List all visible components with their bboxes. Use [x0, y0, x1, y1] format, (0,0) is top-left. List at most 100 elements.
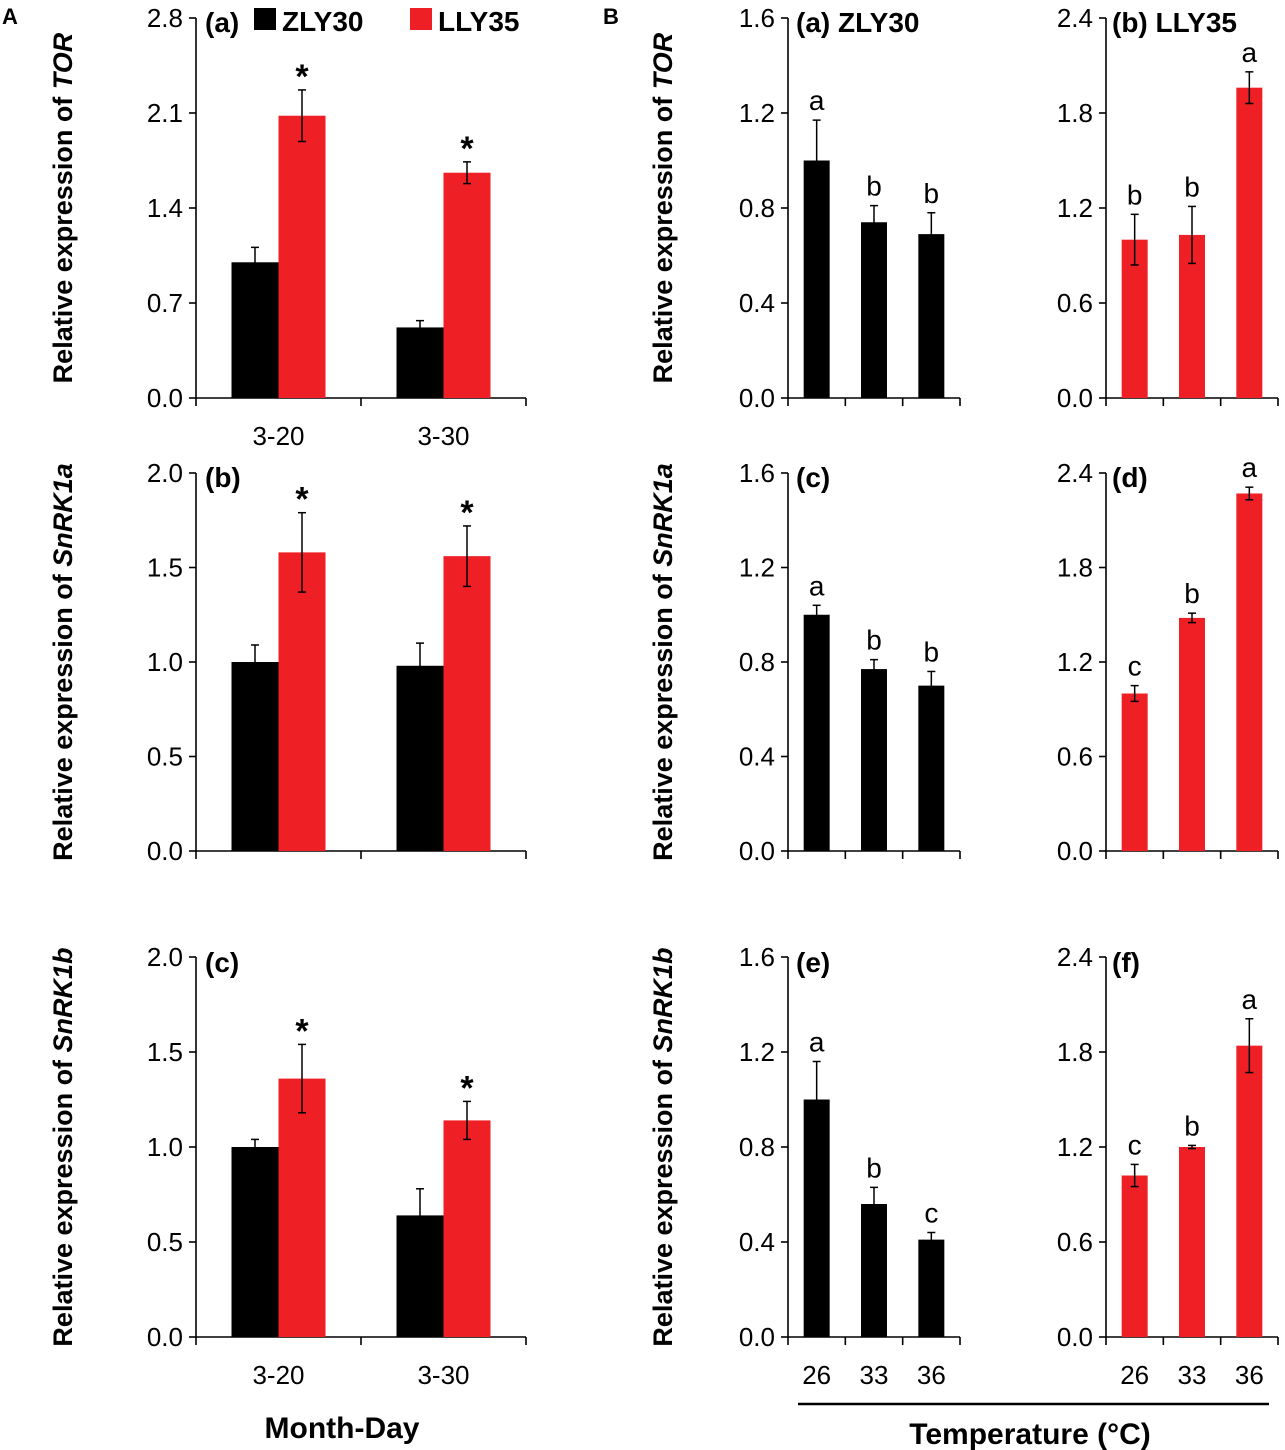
significance-star: * [460, 1069, 474, 1107]
x-category-label: 3-30 [417, 421, 469, 451]
y-tick-label: 0.0 [147, 383, 183, 413]
y-axis-label: Relative expression of TOR [48, 32, 78, 383]
significance-letter: b [1184, 171, 1200, 202]
y-tick-label: 0.6 [1057, 1227, 1093, 1257]
y-tick-label: 2.0 [147, 942, 183, 972]
panel-tag: (c) [205, 947, 239, 978]
y-tick-label: 1.0 [147, 1132, 183, 1162]
chart-panel-a-a: 0.0 0.7 1.4 2.1 2.8 * 3-20 * 3-30 (a) Relative exp… [48, 3, 527, 451]
panel-tag: (a) ZLY30 [796, 7, 919, 38]
significance-letter: b [866, 1152, 882, 1183]
bar-lly35-3-30 [443, 172, 491, 398]
y-axis-label: Relative expression of SnRK1a [648, 463, 678, 861]
bar-lly35-36 [1236, 493, 1263, 851]
y-tick-label: 0.0 [147, 1322, 183, 1352]
x-category-label: 33 [860, 1360, 889, 1390]
y-tick-label: 1.8 [1057, 553, 1093, 583]
chart-panel-b-d: 0.0 0.6 1.2 1.8 2.4 c b a (d) [1057, 452, 1279, 866]
y-tick-label: 1.8 [1057, 1037, 1093, 1067]
y-tick-label: 0.7 [147, 288, 183, 318]
y-tick-label: 0.5 [147, 742, 183, 772]
y-axis-label-gene: SnRK1a [48, 463, 78, 567]
legend-swatch-zly30 [254, 8, 276, 30]
bar-zly30-3-30 [396, 665, 444, 851]
bar-lly35-3-20 [278, 552, 326, 851]
y-tick-label: 0.5 [147, 1227, 183, 1257]
y-tick-label: 1.4 [147, 193, 183, 223]
y-tick-label: 1.2 [739, 98, 775, 128]
significance-letter: a [1242, 984, 1258, 1015]
significance-letter: b [1184, 1110, 1200, 1141]
y-axis-label-gene: SnRK1b [648, 947, 678, 1052]
x-category-label: 26 [1120, 1360, 1149, 1390]
bar-zly30-26 [803, 614, 830, 851]
y-tick-label: 2.4 [1057, 458, 1093, 488]
y-tick-label: 0.0 [1057, 836, 1093, 866]
bar-zly30-26 [803, 1099, 830, 1337]
bar-lly35-26 [1121, 693, 1148, 851]
y-tick-label: 0.6 [1057, 742, 1093, 772]
y-tick-label: 0.8 [739, 193, 775, 223]
y-tick-label: 0.0 [1057, 383, 1093, 413]
y-tick-label: 2.4 [1057, 942, 1093, 972]
x-axis-label-month-day: Month-Day [265, 1412, 420, 1445]
significance-letter: c [924, 1198, 938, 1229]
legend-label-zly30: ZLY30 [282, 6, 363, 37]
y-tick-label: 0.0 [739, 383, 775, 413]
y-axis-label-prefix: Relative expression of [48, 89, 78, 383]
bar-lly35-3-20 [278, 1078, 326, 1337]
x-category-label: 36 [917, 1360, 946, 1390]
y-tick-label: 0.0 [739, 1322, 775, 1352]
y-axis-label: Relative expression of SnRK1a [48, 463, 78, 861]
y-tick-label: 1.2 [1057, 193, 1093, 223]
y-axis-label-gene: SnRK1b [48, 947, 78, 1052]
y-axis-label: Relative expression of SnRK1b [648, 947, 678, 1346]
bar-zly30-3-20 [231, 1147, 279, 1337]
significance-star: * [295, 58, 309, 96]
significance-star: * [295, 481, 309, 519]
bar-zly30-33 [861, 1204, 887, 1337]
x-category-label: 26 [802, 1360, 831, 1390]
chart-panel-b-a: 0.0 0.4 0.8 1.2 1.6 a b b (a) ZLY30 Relative expr… [648, 3, 961, 413]
bar-lly35-3-30 [443, 556, 491, 851]
y-axis-label-gene: TOR [648, 32, 678, 89]
y-tick-label: 2.1 [147, 98, 183, 128]
y-tick-label: 1.5 [147, 1037, 183, 1067]
bar-lly35-33 [1179, 617, 1205, 851]
y-tick-label: 1.6 [739, 3, 775, 33]
y-tick-label: 1.8 [1057, 98, 1093, 128]
y-axis-label-prefix: Relative expression of [648, 567, 678, 861]
y-axis-label-prefix: Relative expression of [648, 1052, 678, 1346]
bar-lly35-26 [1121, 239, 1148, 398]
panel-tag: (b) LLY35 [1112, 7, 1237, 38]
bar-zly30-36 [918, 685, 945, 851]
significance-star: * [295, 1012, 309, 1050]
y-axis-label: Relative expression of SnRK1b [48, 947, 78, 1346]
y-tick-label: 0.0 [1057, 1322, 1093, 1352]
section-label-a: A [2, 4, 18, 29]
significance-letter: a [1242, 452, 1258, 483]
chart-panels: 0.0 0.7 1.4 2.1 2.8 * 3-20 * 3-30 (a) Relative exp… [48, 3, 1279, 1390]
y-tick-label: 1.5 [147, 553, 183, 583]
x-category-label: 33 [1178, 1360, 1207, 1390]
y-tick-label: 0.8 [739, 1132, 775, 1162]
panel-tag: (d) [1112, 462, 1148, 493]
y-axis-label-prefix: Relative expression of [48, 1052, 78, 1346]
y-tick-label: 1.2 [1057, 1132, 1093, 1162]
chart-panel-a-b: 0.0 0.5 1.0 1.5 2.0 * * (b) Relative expression … [48, 458, 527, 866]
x-category-label: 3-30 [417, 1360, 469, 1390]
chart-panel-b-b: 0.0 0.6 1.2 1.8 2.4 b b a(b) LLY35 [1057, 3, 1279, 413]
y-tick-label: 1.2 [1057, 647, 1093, 677]
y-axis-label-gene: SnRK1a [648, 463, 678, 567]
significance-letter: a [809, 1027, 825, 1058]
bar-zly30-3-20 [231, 662, 279, 851]
significance-letter: b [924, 178, 940, 209]
legend-swatch-lly35 [410, 8, 432, 30]
bar-zly30-36 [918, 1239, 945, 1337]
panel-tag: (f) [1112, 947, 1140, 978]
legend-label-lly35: LLY35 [438, 6, 519, 37]
y-tick-label: 2.0 [147, 458, 183, 488]
significance-letter: b [924, 636, 940, 667]
y-tick-label: 1.2 [739, 553, 775, 583]
